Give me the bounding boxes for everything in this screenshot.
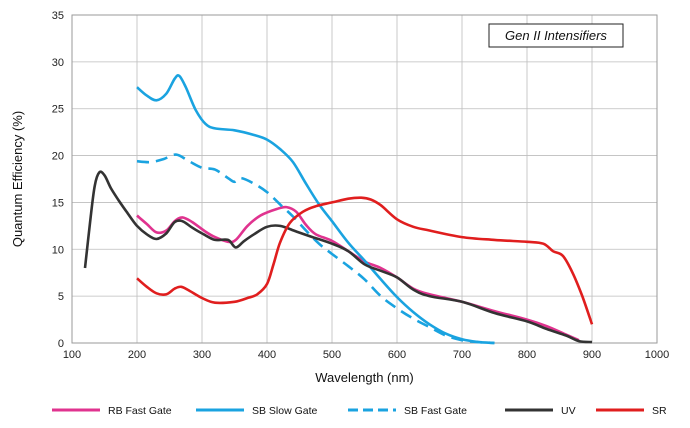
legend-label-sb-fast-gate: SB Fast Gate	[404, 405, 467, 417]
annotation-text: Gen II Intensifiers	[505, 28, 607, 43]
x-tick-labels: 100 200 300 400 500 600 700 800 900 1000	[63, 349, 669, 361]
x-tick-label: 200	[128, 349, 146, 361]
x-tick-label: 100	[63, 349, 81, 361]
series-line-sb-slow-gate	[136, 74, 495, 345]
x-tick-label: 600	[388, 349, 406, 361]
y-tick-label: 35	[52, 10, 64, 22]
y-tick-label: 5	[58, 291, 64, 303]
annotation-frame	[488, 23, 624, 48]
y-tick-label: 30	[52, 57, 64, 69]
x-tick-label: 900	[583, 349, 601, 361]
x-tick-label: 400	[258, 349, 276, 361]
series-line-rb-fast-gate	[136, 205, 580, 342]
legend-label-sb-slow-gate: SB Slow Gate	[252, 405, 318, 417]
legend: RB Fast Gate SB Slow Gate SB Fast Gate UV SR	[52, 405, 667, 417]
series-line-uv	[83, 170, 593, 344]
series-line-sb-fast-gate	[136, 153, 495, 345]
legend-label-rb-fast-gate: RB Fast Gate	[108, 405, 172, 417]
series-line-sr	[136, 196, 594, 325]
legend-label-sr: SR	[652, 405, 667, 417]
x-tick-label: 800	[518, 349, 536, 361]
y-tick-label: 20	[52, 151, 64, 163]
series-lines	[83, 74, 594, 345]
y-tick-labels: 0 5 10 15 20 25 30 35	[52, 10, 64, 350]
y-tick-label: 0	[58, 338, 64, 350]
x-tick-label: 500	[323, 349, 341, 361]
grid	[71, 14, 658, 344]
y-tick-label: 10	[52, 244, 64, 256]
y-tick-label: 25	[52, 104, 64, 116]
y-tick-label: 15	[52, 197, 64, 209]
x-tick-label: 700	[453, 349, 471, 361]
x-tick-label: 1000	[645, 349, 669, 361]
legend-label-uv: UV	[561, 405, 576, 417]
annotation-box: Gen II Intensifiers	[488, 23, 624, 48]
plot-frame	[71, 14, 658, 344]
y-axis-title: Quantum Efficiency (%)	[10, 111, 25, 247]
x-tick-label: 300	[193, 349, 211, 361]
x-axis-title: Wavelength (nm)	[315, 370, 414, 385]
